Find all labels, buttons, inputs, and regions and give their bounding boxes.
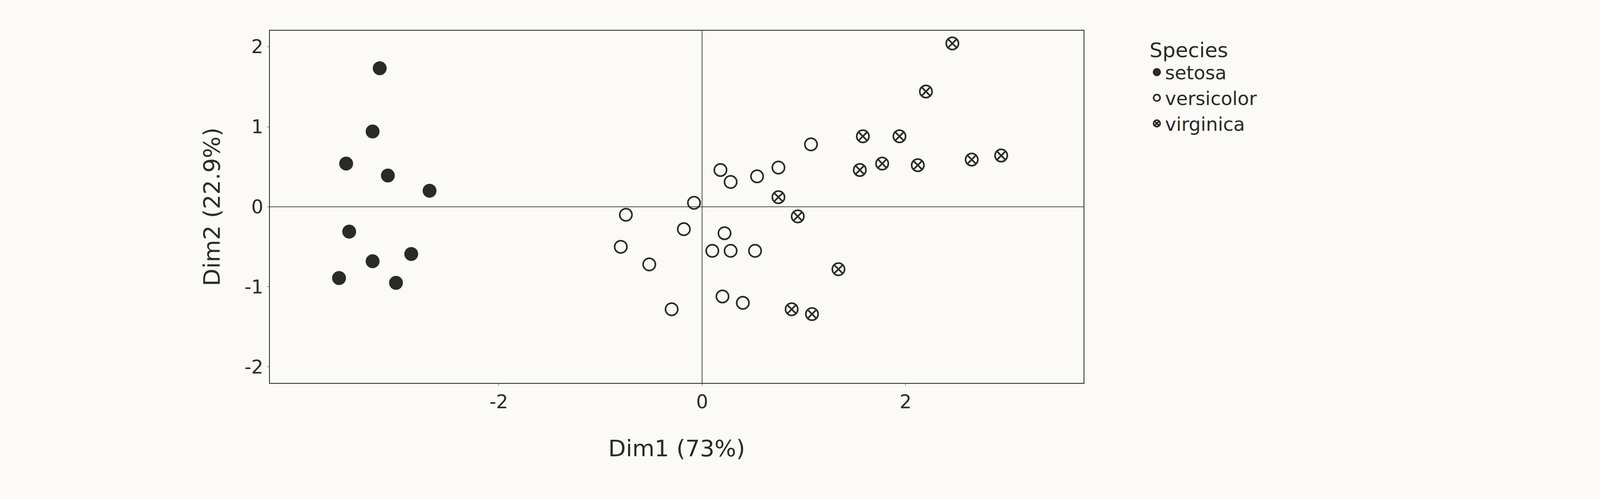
svg-text:Dim1 (73%): Dim1 (73%) <box>608 435 746 462</box>
svg-text:Species: Species <box>1149 38 1228 63</box>
svg-text:setosa: setosa <box>1164 61 1227 84</box>
svg-text:versicolor: versicolor <box>1164 87 1257 110</box>
svg-text:0: 0 <box>696 390 709 413</box>
svg-text:0: 0 <box>251 195 264 218</box>
svg-text:Dim2 (22.9%): Dim2 (22.9%) <box>198 127 225 287</box>
svg-text:2: 2 <box>899 390 912 413</box>
svg-text:-2: -2 <box>489 390 509 413</box>
svg-text:1: 1 <box>251 115 264 138</box>
svg-text:-2: -2 <box>244 356 264 379</box>
svg-text:2: 2 <box>251 35 264 58</box>
svg-text:virginica: virginica <box>1164 113 1246 136</box>
svg-text:-1: -1 <box>244 276 264 299</box>
